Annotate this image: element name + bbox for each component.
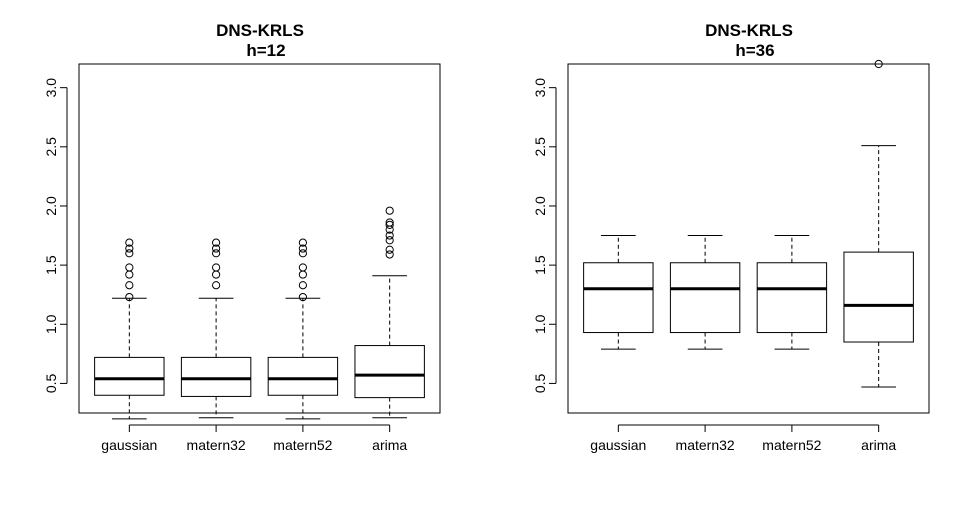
outlier-point xyxy=(125,281,134,290)
outlier-point xyxy=(298,292,307,302)
outlier-point xyxy=(298,238,307,247)
chart-title: DNS-KRLS xyxy=(705,21,793,40)
box-iqr xyxy=(354,345,425,399)
category-label: matern52 xyxy=(273,437,332,453)
y-tick-label: 1.5 xyxy=(43,255,59,275)
plot-frame xyxy=(567,63,930,414)
category-label: gaussian xyxy=(590,437,646,453)
box-iqr xyxy=(267,356,339,396)
outlier-point xyxy=(298,249,307,258)
outlier-point xyxy=(125,292,134,302)
y-tick-label: 1.0 xyxy=(43,314,59,334)
chart-title: DNS-KRLS xyxy=(216,21,304,40)
y-tick-label: 1.0 xyxy=(532,314,548,334)
outlier-point xyxy=(125,263,134,272)
outlier-point xyxy=(212,281,221,290)
category-label: matern52 xyxy=(762,437,821,453)
outlier-point xyxy=(212,263,221,272)
outlier-point xyxy=(298,244,307,253)
box-iqr xyxy=(94,356,165,396)
outlier-point xyxy=(385,231,394,240)
outlier-point xyxy=(385,218,394,227)
box-iqr xyxy=(583,262,654,334)
outlier-point xyxy=(212,238,221,247)
y-tick-label: 2.5 xyxy=(532,137,548,157)
outlier-point xyxy=(125,270,134,279)
y-tick-label: 3.0 xyxy=(532,78,548,98)
category-label: arima xyxy=(861,437,896,453)
y-tick-label: 0.5 xyxy=(532,373,548,393)
category-label: matern32 xyxy=(676,437,735,453)
outlier-point xyxy=(385,206,394,215)
outlier-point xyxy=(298,263,307,272)
outlier-point xyxy=(385,250,394,259)
outlier-point xyxy=(125,244,134,253)
y-tick-label: 2.5 xyxy=(43,137,59,157)
y-tick-label: 0.5 xyxy=(43,373,59,393)
y-tick-label: 1.5 xyxy=(532,255,548,275)
outlier-point xyxy=(125,249,134,258)
outlier-point xyxy=(125,238,134,247)
category-label: arima xyxy=(372,437,407,453)
y-tick-label: 3.0 xyxy=(43,78,59,98)
outlier-point xyxy=(212,244,221,253)
y-tick-label: 2.0 xyxy=(43,196,59,216)
chart-subtitle: h=12 xyxy=(246,41,285,60)
outlier-point xyxy=(298,281,307,290)
box-iqr xyxy=(669,262,741,334)
outlier-point xyxy=(212,270,221,279)
y-tick-label: 2.0 xyxy=(532,196,548,216)
outlier-point xyxy=(212,249,221,258)
outlier-point xyxy=(385,245,394,254)
outlier-point xyxy=(385,220,394,229)
outlier-point xyxy=(298,270,307,279)
outlier-point xyxy=(874,59,883,69)
plot-frame xyxy=(78,63,441,414)
chart-subtitle: h=36 xyxy=(735,41,774,60)
outlier-point xyxy=(385,236,394,245)
box-iqr xyxy=(180,356,252,397)
box-iqr xyxy=(756,262,828,334)
category-label: matern32 xyxy=(187,437,246,453)
box-iqr xyxy=(843,251,914,343)
category-label: gaussian xyxy=(101,437,157,453)
